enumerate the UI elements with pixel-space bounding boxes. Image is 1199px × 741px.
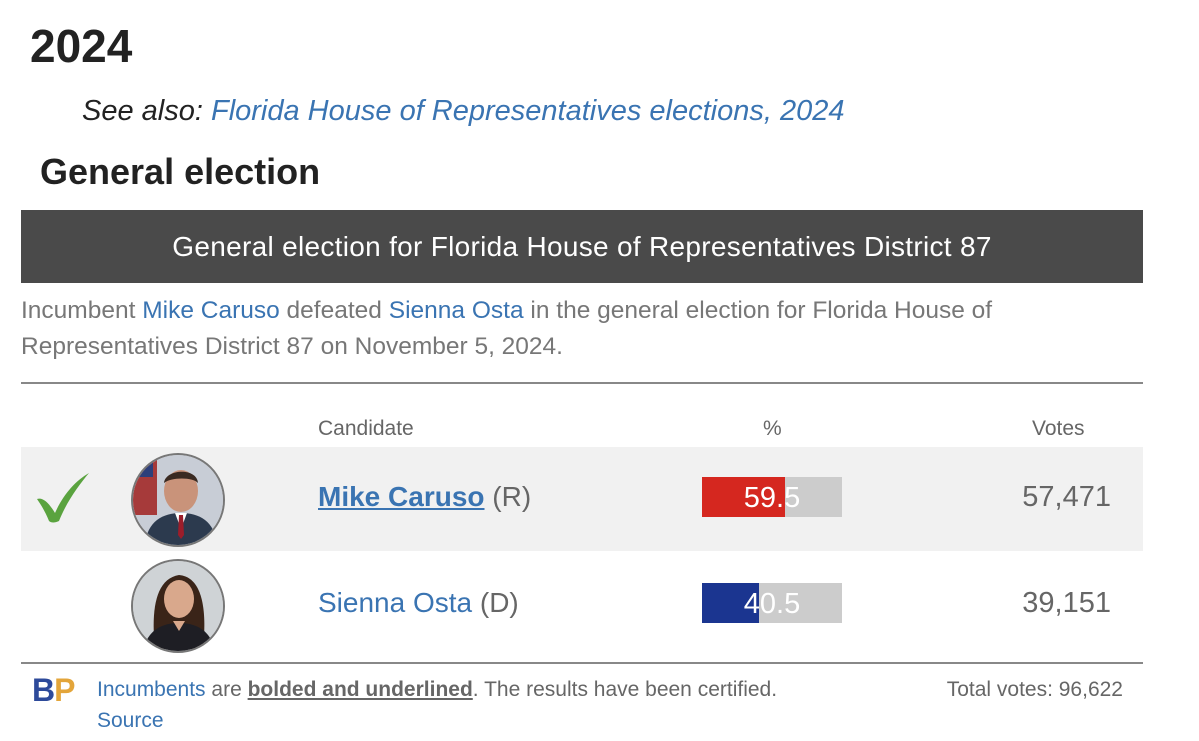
- vote-share-label: 59.5: [743, 482, 801, 514]
- ballotpedia-logo: BP: [32, 672, 75, 708]
- see-also-line: See also: Florida House of Representativ…: [82, 92, 845, 130]
- vote-share-bar-fill: [702, 583, 759, 623]
- candidate-name-link[interactable]: Sienna Osta: [318, 587, 473, 618]
- logo-b: B: [32, 672, 55, 708]
- results-footnote: Incumbents are bolded and underlined. Th…: [97, 674, 817, 736]
- table-bottom-divider: [21, 662, 1143, 664]
- table-top-divider: [21, 382, 1143, 384]
- vote-share-label: 40.5: [743, 588, 801, 620]
- winner-check-icon: [37, 473, 89, 523]
- summary-mid: defeated: [286, 297, 382, 324]
- year-heading: 2024: [30, 20, 133, 72]
- candidate-photo-avatar: [131, 559, 225, 653]
- race-summary: Incumbent Mike Caruso defeated Sienna Os…: [21, 293, 1131, 365]
- candidate-cell: Mike Caruso (R): [318, 477, 531, 517]
- incumbents-link[interactable]: Incumbents: [97, 678, 206, 701]
- candidate-party: (D): [479, 587, 519, 618]
- candidate-portrait-icon: [133, 561, 223, 651]
- vote-count: 57,471: [1022, 481, 1111, 513]
- summary-suffix: in the general election for Florida Hous…: [21, 297, 993, 360]
- footnote-bolded: bolded and underlined: [247, 678, 473, 701]
- source-link[interactable]: Source: [97, 709, 164, 732]
- candidate-name-link[interactable]: Mike Caruso: [318, 481, 485, 512]
- see-also-link[interactable]: Florida House of Representatives electio…: [210, 95, 845, 127]
- candidate-row: Sienna Osta (D) 40.5 39,151: [21, 553, 1143, 657]
- candidate-cell: Sienna Osta (D): [318, 583, 519, 623]
- total-votes: Total votes: 96,622: [946, 678, 1123, 701]
- race-title-banner: General election for Florida House of Re…: [21, 210, 1143, 283]
- vote-count: 39,151: [1022, 587, 1111, 619]
- column-header-percent: %: [763, 417, 782, 440]
- candidate-portrait-icon: [133, 455, 223, 545]
- column-header-candidate: Candidate: [318, 417, 414, 440]
- footnote-certified: . The results have been certified.: [472, 678, 778, 701]
- vote-share-bar: 40.5: [702, 583, 842, 623]
- summary-loser-link[interactable]: Sienna Osta: [388, 297, 524, 324]
- candidate-party: (R): [492, 481, 532, 512]
- vote-share-bar-fill: [702, 477, 786, 517]
- candidate-row: Mike Caruso (R) 59.5 57,471: [21, 447, 1143, 551]
- footnote-are: are: [211, 678, 242, 701]
- column-header-votes: Votes: [1032, 417, 1085, 440]
- see-also-label: See also:: [82, 95, 203, 127]
- summary-winner-link[interactable]: Mike Caruso: [142, 297, 280, 324]
- vote-share-bar: 59.5: [702, 477, 842, 517]
- summary-prefix: Incumbent: [21, 297, 136, 324]
- candidate-photo-avatar: [131, 453, 225, 547]
- section-heading: General election: [40, 151, 321, 192]
- logo-p: P: [54, 672, 75, 708]
